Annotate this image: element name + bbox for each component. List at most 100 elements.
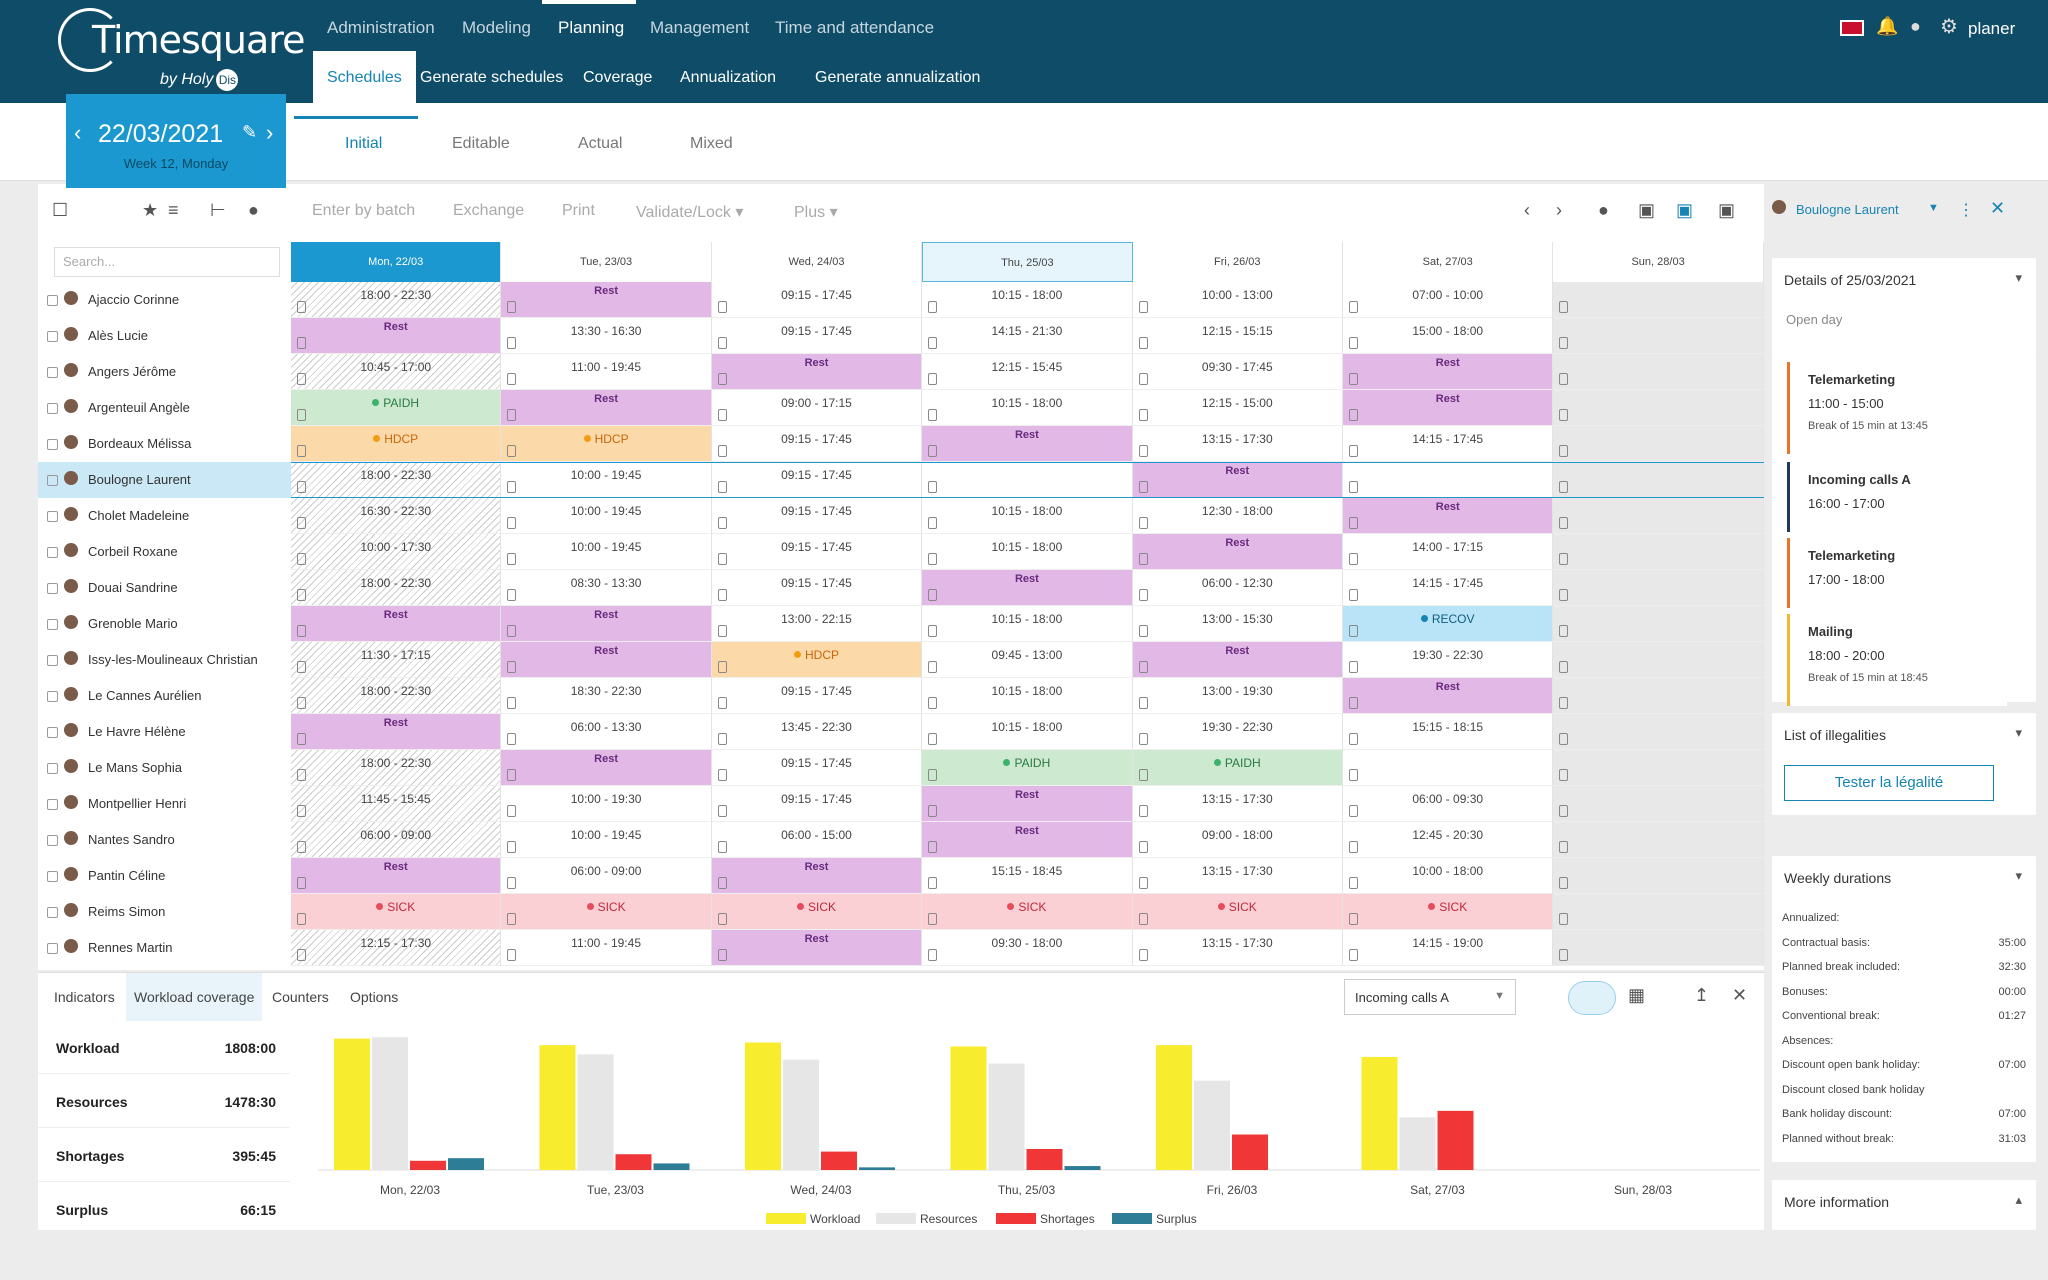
day-header[interactable]: Wed, 24/03: [712, 242, 923, 282]
hourglass-icon[interactable]: [1559, 913, 1569, 925]
schedule-cell[interactable]: SICK: [501, 894, 712, 930]
schedule-cell[interactable]: [1553, 894, 1764, 930]
hourglass-icon[interactable]: [717, 841, 727, 853]
schedule-cell[interactable]: 14:15 - 17:45: [1343, 570, 1554, 606]
schedule-cell[interactable]: PAIDH: [291, 390, 502, 426]
topnav-planning[interactable]: Planning: [558, 18, 625, 37]
hourglass-icon[interactable]: [928, 733, 938, 745]
hourglass-icon[interactable]: [297, 445, 306, 457]
schedule-cell[interactable]: 13:45 - 22:30: [711, 714, 923, 750]
schedule-cell[interactable]: [1553, 282, 1764, 318]
mode-mixed[interactable]: Mixed: [690, 135, 733, 152]
close-icon[interactable]: ✕: [1990, 198, 2006, 218]
schedule-cell[interactable]: HDCP: [501, 426, 712, 462]
schedule-cell[interactable]: 14:15 - 19:00: [1343, 930, 1554, 966]
schedule-cell[interactable]: Rest: [922, 570, 1133, 606]
hourglass-icon[interactable]: [1138, 301, 1148, 313]
bar-surplus-0[interactable]: [448, 1158, 484, 1170]
hourglass-icon[interactable]: [1138, 841, 1148, 853]
bar-shortages-5[interactable]: [1437, 1110, 1474, 1170]
schedule-cell[interactable]: 10:00 - 19:45: [501, 534, 712, 570]
chevron-down-icon[interactable]: ▾: [2015, 725, 2022, 740]
hourglass-icon[interactable]: [1349, 481, 1358, 493]
employee-checkbox[interactable]: [47, 691, 58, 702]
schedule-cell[interactable]: 15:15 - 18:15: [1343, 714, 1554, 750]
schedule-cell[interactable]: Rest: [501, 282, 712, 318]
hourglass-icon[interactable]: [507, 841, 517, 853]
employee-row[interactable]: Reims Simon: [38, 894, 291, 930]
hourglass-icon[interactable]: [1349, 553, 1358, 565]
schedule-cell[interactable]: 18:00 - 22:30: [291, 750, 502, 786]
schedule-cell[interactable]: SICK: [711, 894, 923, 930]
schedule-cell[interactable]: 09:30 - 18:00: [922, 930, 1133, 966]
hourglass-icon[interactable]: [297, 949, 306, 961]
schedule-cell[interactable]: [1553, 462, 1764, 498]
chevron-up-icon[interactable]: ▴: [2015, 1192, 2022, 1207]
hourglass-icon[interactable]: [297, 409, 306, 421]
hourglass-icon[interactable]: [1138, 481, 1148, 493]
hourglass-icon[interactable]: [1349, 301, 1358, 313]
hourglass-icon[interactable]: [297, 877, 306, 889]
hourglass-icon[interactable]: [507, 409, 517, 421]
schedule-cell[interactable]: 09:30 - 17:45: [1132, 354, 1343, 390]
schedule-cell[interactable]: 13:00 - 15:30: [1132, 606, 1343, 642]
bar-resources-1[interactable]: [577, 1054, 614, 1170]
schedule-cell[interactable]: 14:15 - 21:30: [922, 318, 1133, 354]
chart-view-button[interactable]: [1568, 981, 1616, 1015]
schedule-cell[interactable]: Rest: [1343, 390, 1554, 426]
hourglass-icon[interactable]: [928, 877, 938, 889]
schedule-cell[interactable]: 13:30 - 16:30: [501, 318, 712, 354]
hourglass-icon[interactable]: [507, 913, 517, 925]
hourglass-icon[interactable]: [928, 949, 938, 961]
schedule-cell[interactable]: 18:00 - 22:30: [291, 678, 502, 714]
schedule-cell[interactable]: 15:15 - 18:45: [922, 858, 1133, 894]
toolbar-0[interactable]: Enter by batch: [312, 202, 416, 219]
employee-checkbox[interactable]: [47, 295, 58, 306]
hourglass-icon[interactable]: [1138, 949, 1148, 961]
schedule-cell[interactable]: 18:00 - 22:30: [291, 462, 502, 498]
schedule-cell[interactable]: 18:30 - 22:30: [501, 678, 712, 714]
employee-row[interactable]: Boulogne Laurent: [38, 462, 291, 498]
schedule-cell[interactable]: 08:30 - 13:30: [501, 570, 712, 606]
hourglass-icon[interactable]: [1349, 625, 1358, 637]
schedule-cell[interactable]: Rest: [501, 606, 712, 642]
schedule-cell[interactable]: 14:00 - 17:15: [1343, 534, 1554, 570]
hourglass-icon[interactable]: [507, 517, 517, 529]
hourglass-icon[interactable]: [717, 697, 727, 709]
schedule-cell[interactable]: 19:30 - 22:30: [1132, 714, 1343, 750]
test-legality-button[interactable]: Tester la légalité: [1784, 765, 1994, 801]
bar-workload-3[interactable]: [950, 1046, 987, 1170]
employee-row[interactable]: Corbeil Roxane: [38, 534, 291, 570]
hourglass-icon[interactable]: [507, 949, 517, 961]
hourglass-icon[interactable]: [1559, 337, 1569, 349]
hourglass-icon[interactable]: [1349, 409, 1358, 421]
employee-row[interactable]: Issy-les-Moulineaux Christian: [38, 642, 291, 678]
employee-search-input[interactable]: Search...: [54, 247, 280, 277]
hourglass-icon[interactable]: [717, 769, 727, 781]
hourglass-icon[interactable]: [1349, 877, 1358, 889]
schedule-cell[interactable]: 12:30 - 18:00: [1132, 498, 1343, 534]
next-week-icon[interactable]: ›: [1556, 200, 1562, 220]
day-header[interactable]: Tue, 23/03: [501, 242, 712, 282]
bar-workload-1[interactable]: [539, 1045, 576, 1170]
schedule-cell[interactable]: Rest: [291, 858, 502, 894]
hourglass-icon[interactable]: [507, 301, 517, 313]
schedule-cell[interactable]: 09:45 - 13:00: [922, 642, 1133, 678]
bottom-tab-indicators[interactable]: Indicators: [54, 989, 115, 1005]
schedule-cell[interactable]: 11:00 - 19:45: [501, 930, 712, 966]
hourglass-icon[interactable]: [717, 661, 727, 673]
table-view-icon[interactable]: ▦: [1628, 985, 1646, 1005]
filter-icon[interactable]: ≡: [168, 200, 179, 220]
mode-editable[interactable]: Editable: [452, 135, 510, 152]
day-header[interactable]: Sun, 28/03: [1553, 242, 1764, 282]
schedule-cell[interactable]: 12:15 - 17:30: [291, 930, 502, 966]
schedule-cell[interactable]: Rest: [1343, 354, 1554, 390]
employee-row[interactable]: Pantin Céline: [38, 858, 291, 894]
hourglass-icon[interactable]: [1559, 625, 1569, 637]
hourglass-icon[interactable]: [928, 373, 938, 385]
topnav-administration[interactable]: Administration: [327, 18, 435, 37]
mode-actual[interactable]: Actual: [578, 135, 623, 152]
hourglass-icon[interactable]: [1559, 301, 1569, 313]
bar-surplus-1[interactable]: [653, 1163, 690, 1170]
schedule-cell[interactable]: Rest: [501, 642, 712, 678]
